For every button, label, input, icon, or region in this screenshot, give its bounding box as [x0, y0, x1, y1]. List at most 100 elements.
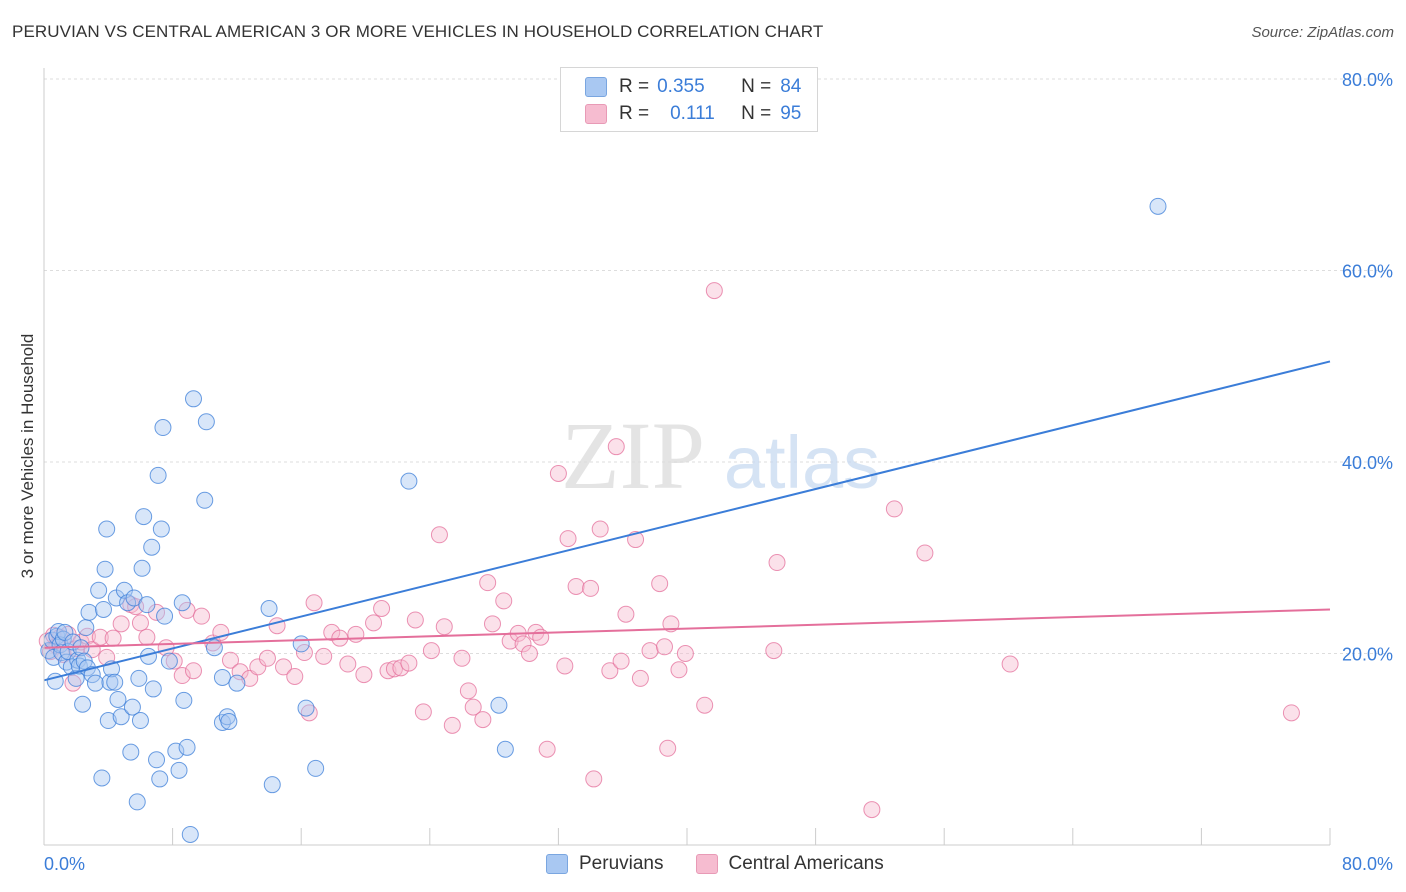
scatter-point: [83, 666, 101, 684]
legend-swatch-blue: [585, 77, 607, 97]
scatter-point: [135, 508, 153, 526]
scatter-point: [143, 538, 161, 556]
scatter-point: [213, 668, 231, 686]
scatter-point: [128, 793, 146, 811]
scatter-point: [464, 698, 482, 716]
scatter-point: [90, 581, 108, 599]
scatter-point: [585, 770, 603, 788]
scatter-point: [160, 652, 178, 670]
tick-labels: 20.0% 40.0% 60.0% 80.0% 0.0% 80.0%: [44, 70, 1393, 874]
scatter-point: [167, 742, 185, 760]
scatter-point: [275, 658, 293, 676]
scatter-point: [106, 673, 124, 691]
scatter-point: [1282, 704, 1300, 722]
scatter-point: [459, 682, 477, 700]
scatter-point: [74, 695, 92, 713]
y-tick-label: 60.0%: [1342, 262, 1393, 282]
scatter-point: [373, 599, 391, 617]
scatter-point: [385, 660, 403, 678]
x-tick-label: 0.0%: [44, 854, 85, 874]
scatter-point: [156, 607, 174, 625]
scatter-point: [400, 654, 418, 672]
scatter-point: [133, 559, 151, 577]
scatter-point: [607, 438, 625, 456]
scatter-point: [406, 611, 424, 629]
scatter-point: [696, 696, 714, 714]
source-label: Source: ZipAtlas.com: [1251, 24, 1394, 41]
legend: R = 0.355 N = 84 R = 0.111 N = 95: [560, 67, 818, 132]
bottom-legend-swatch-central-americans: [695, 854, 718, 874]
axes: [43, 68, 1331, 846]
scatter-point: [138, 596, 156, 614]
scatter-point: [435, 618, 453, 636]
scatter-point: [655, 638, 673, 656]
scatter-point: [152, 520, 170, 538]
scatter-point: [676, 645, 694, 662]
bottom-legend-label-central-americans: Central Americans: [728, 853, 884, 874]
scatter-point: [101, 673, 119, 691]
scatter-point: [149, 466, 167, 484]
scatter-point: [144, 680, 162, 698]
scatter-point: [347, 625, 365, 643]
scatter-point: [400, 472, 418, 490]
scatter-point: [496, 740, 514, 758]
scatter-point: [263, 776, 281, 794]
grid-lines: [44, 78, 1392, 654]
legend-row-peruvians: R = 0.355 N = 84: [585, 74, 801, 100]
scatter-point: [109, 690, 127, 708]
scatter-point: [430, 526, 448, 544]
scatter-point: [170, 761, 188, 779]
scatter-point: [379, 662, 397, 680]
scatter-point: [443, 716, 461, 734]
scatter-point: [705, 282, 723, 300]
scatter-point: [123, 698, 141, 716]
scatter-point: [131, 614, 149, 632]
scatter-point: [392, 659, 410, 677]
trend-lines: [43, 360, 1331, 682]
scatter-point: [490, 696, 508, 714]
legend-r-label: R =: [619, 76, 650, 97]
scatter-point: [148, 751, 166, 769]
y-tick-label: 80.0%: [1342, 70, 1393, 90]
scatter-point: [885, 500, 903, 518]
scatter-point: [1001, 655, 1019, 673]
scatter-point: [184, 662, 202, 680]
watermark: ZIP atlas: [561, 402, 880, 509]
scatter-point: [260, 599, 278, 617]
scatter-point: [339, 655, 357, 673]
scatter-point: [532, 628, 550, 646]
scatter-point: [112, 708, 130, 726]
scatter-point: [591, 520, 609, 538]
scatter-point: [154, 419, 172, 437]
scatter-point: [258, 649, 276, 667]
scatter-point: [559, 530, 577, 548]
scatter-point: [249, 658, 267, 676]
bottom-legend-swatch-peruvians: [546, 854, 568, 874]
scatter-point: [151, 770, 169, 788]
scatter-point: [365, 614, 383, 632]
scatter-point: [86, 674, 104, 692]
legend-r-value: 0.111: [670, 103, 715, 124]
legend-r-label: R =: [619, 103, 650, 124]
scatter-point: [670, 661, 688, 679]
series-peruvians: [40, 197, 1167, 843]
scatter-point: [77, 619, 95, 637]
x-tick-label: 80.0%: [1342, 854, 1393, 874]
scatter-point: [538, 740, 556, 758]
scatter-point: [193, 607, 211, 625]
legend-n-value: 84: [780, 76, 802, 97]
scatter-point: [93, 769, 111, 787]
legend-swatch-pink: [585, 104, 607, 124]
scatter-point: [863, 801, 881, 819]
y-tick-label: 20.0%: [1342, 645, 1393, 665]
scatter-point: [165, 652, 183, 670]
scatter-point: [228, 674, 246, 692]
scatter-point: [479, 574, 497, 592]
scatter-point: [178, 738, 196, 756]
bottom-legend: Peruvians Central Americans: [546, 852, 884, 876]
scatter-point: [601, 662, 619, 680]
legend-row-central-americans: R = 0.111 N = 95: [585, 101, 801, 127]
scatter-point: [631, 669, 649, 687]
watermark-zip: ZIP: [561, 402, 705, 509]
trend-line: [43, 608, 1331, 649]
